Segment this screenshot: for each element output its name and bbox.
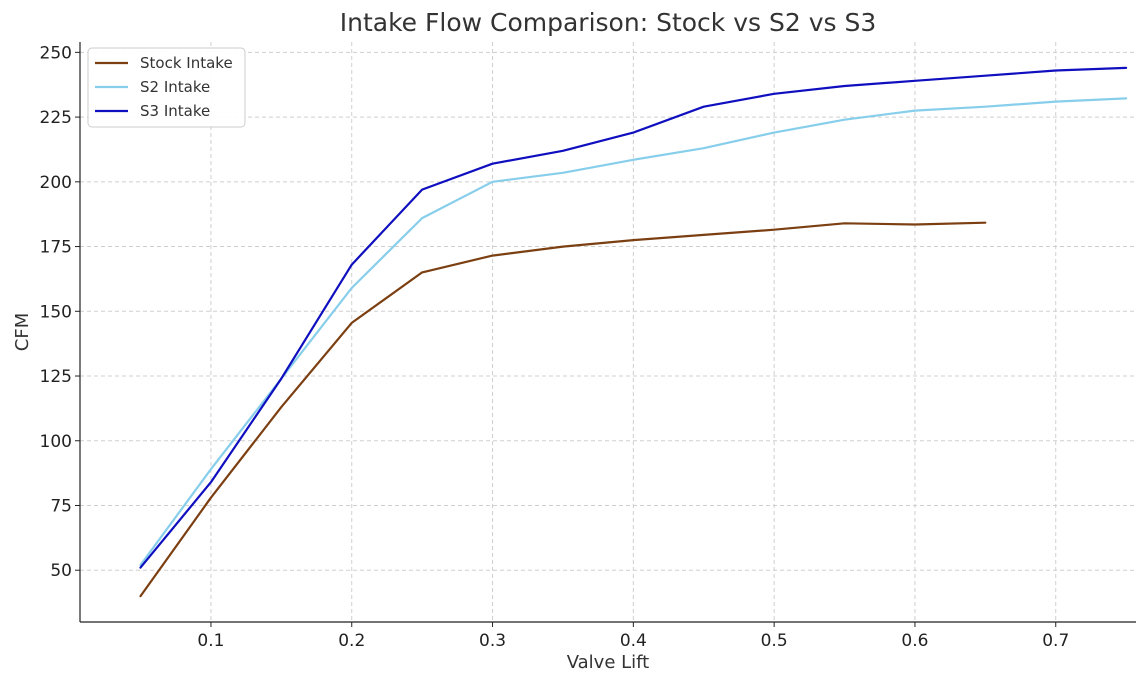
x-tick-label: 0.3 <box>479 631 506 651</box>
chart-title: Intake Flow Comparison: Stock vs S2 vs S… <box>340 8 877 37</box>
series-line-s2-intake <box>139 97 1128 567</box>
x-tick-label: 0.2 <box>338 631 365 651</box>
y-tick-label: 200 <box>40 173 72 193</box>
legend-box <box>87 47 246 128</box>
legend-label-s2-intake: S2 Intake <box>140 78 210 96</box>
y-ticks: 50 75 100 125 150 175 200 225 250 <box>40 43 80 581</box>
series-line-s3-intake <box>139 66 1128 569</box>
series-lines <box>139 66 1128 598</box>
legend: Stock Intake S2 Intake S3 Intake <box>87 47 246 128</box>
x-tick-label: 0.7 <box>1042 631 1069 651</box>
legend-label-stock-intake: Stock Intake <box>140 54 233 72</box>
grid <box>80 42 1136 622</box>
series-line-stock-intake <box>139 221 987 598</box>
y-tick-label: 100 <box>40 432 72 452</box>
y-tick-label: 150 <box>40 302 72 322</box>
x-axis-label: Valve Lift <box>567 652 650 673</box>
y-axis-label: CFM <box>12 313 33 351</box>
x-tick-label: 0.5 <box>761 631 788 651</box>
axes <box>79 42 1136 623</box>
x-ticks: 0.1 0.2 0.3 0.4 0.5 0.6 0.7 <box>197 622 1069 651</box>
x-tick-label: 0.1 <box>197 631 224 651</box>
y-tick-label: 250 <box>40 43 72 63</box>
y-tick-label: 50 <box>50 561 72 581</box>
y-tick-label: 125 <box>40 367 72 387</box>
x-tick-label: 0.6 <box>901 631 928 651</box>
y-tick-label: 175 <box>40 238 72 258</box>
legend-label-s3-intake: S3 Intake <box>140 102 210 120</box>
y-tick-label: 225 <box>40 108 72 128</box>
x-tick-label: 0.4 <box>620 631 647 651</box>
y-tick-label: 75 <box>50 496 72 516</box>
